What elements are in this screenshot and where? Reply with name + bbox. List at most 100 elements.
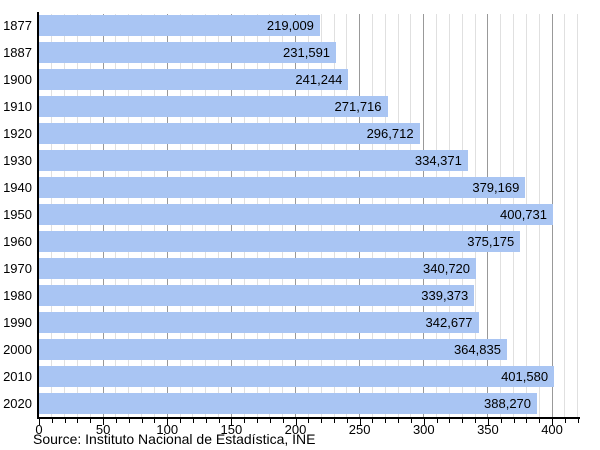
x-axis-minor-tick: [526, 419, 528, 423]
y-axis-label-1920: 1920: [3, 126, 32, 141]
x-axis-minor-tick: [308, 419, 310, 423]
bar-value-label: 296,712: [366, 126, 414, 141]
x-axis-major-tick: [552, 419, 554, 425]
x-axis-minor-tick: [346, 419, 348, 423]
x-axis-major-tick: [295, 419, 297, 425]
bar-1930: 334,371: [39, 150, 468, 171]
bar-value-label: 364,835: [453, 342, 501, 357]
y-axis-label-2020: 2020: [3, 396, 32, 411]
bar-1920: 296,712: [39, 123, 420, 144]
x-axis-minor-tick: [564, 419, 566, 423]
bar-1960: 375,175: [39, 231, 521, 252]
x-axis-minor-tick: [180, 419, 182, 423]
x-axis-minor-tick: [539, 419, 541, 423]
x-axis-major-tick: [231, 419, 233, 425]
x-axis-minor-tick: [513, 419, 515, 423]
bar-1910: 271,716: [39, 96, 388, 117]
y-axis-label-1940: 1940: [3, 180, 32, 195]
x-axis-minor-tick: [321, 419, 323, 423]
bar-value-label: 271,716: [334, 99, 382, 114]
x-axis-minor-tick: [218, 419, 220, 423]
x-axis-tick-label-50: 50: [95, 422, 111, 437]
x-axis-minor-tick: [269, 419, 271, 423]
x-axis-minor-tick: [500, 419, 502, 423]
bar-value-label: 241,244: [295, 72, 343, 87]
x-axis-major-tick: [167, 419, 169, 425]
x-axis-major-tick: [103, 419, 105, 425]
x-axis-tick-label-0: 0: [35, 422, 43, 437]
bar-value-label: 342,677: [425, 315, 473, 330]
x-axis-minor-tick: [154, 419, 156, 423]
x-axis-minor-tick: [334, 419, 335, 423]
x-axis-minor-tick: [128, 419, 130, 423]
x-axis-minor-tick: [90, 419, 92, 423]
x-axis-minor-tick: [205, 419, 207, 423]
y-axis-label-2010: 2010: [3, 369, 32, 384]
y-axis-label-1877: 1877: [3, 18, 32, 33]
x-axis-minor-tick: [141, 419, 143, 423]
source-caption: Source: Instituto Nacional de Estadístic…: [33, 431, 316, 447]
y-axis-label-1960: 1960: [3, 234, 32, 249]
x-axis-minor-tick: [282, 419, 284, 423]
bar-2000: 364,835: [39, 339, 507, 360]
x-axis-tick-label-150: 150: [220, 422, 243, 437]
bar-value-label: 379,169: [472, 180, 520, 195]
x-axis-minor-tick: [436, 419, 438, 423]
x-axis-tick-label-200: 200: [284, 422, 307, 437]
bar-1887: 231,591: [39, 42, 337, 63]
bar-value-label: 388,270: [484, 396, 532, 411]
y-axis-label-1950: 1950: [3, 207, 32, 222]
bar-value-label: 401,580: [501, 369, 549, 384]
y-axis-label-1990: 1990: [3, 315, 32, 330]
bar-value-label: 334,371: [414, 153, 462, 168]
bar-1980: 339,373: [39, 285, 475, 306]
x-axis-minor-tick: [257, 419, 259, 423]
bar-value-label: 400,731: [500, 207, 547, 222]
y-axis-label-1900: 1900: [3, 72, 32, 87]
x-axis-minor-tick: [192, 419, 194, 423]
x-axis-minor-tick: [410, 419, 412, 423]
bar-value-label: 231,591: [283, 45, 331, 60]
bar-1900: 241,244: [39, 69, 349, 90]
bar-1990: 342,677: [39, 312, 479, 333]
bar-value-label: 375,175: [467, 234, 515, 249]
x-axis-minor-tick: [385, 419, 387, 423]
x-axis-tick-label-100: 100: [156, 422, 179, 437]
x-axis-minor-tick: [77, 419, 79, 423]
y-axis-label-2000: 2000: [3, 342, 32, 357]
y-axis-label-1930: 1930: [3, 153, 32, 168]
x-axis-minor-tick: [244, 419, 246, 423]
y-axis-label-1970: 1970: [3, 261, 32, 276]
x-axis-tick-label-350: 350: [477, 422, 499, 437]
gridline-minor: [564, 14, 566, 417]
y-axis-label-1910: 1910: [3, 99, 32, 114]
x-axis-major-tick: [359, 419, 361, 425]
x-axis-minor-tick: [372, 419, 374, 423]
x-axis-major-tick: [39, 419, 40, 425]
bar-value-label: 340,720: [423, 261, 471, 276]
x-axis-minor-tick: [115, 419, 117, 423]
y-axis-label-1887: 1887: [3, 45, 32, 60]
x-axis-minor-tick: [51, 419, 53, 423]
x-axis-minor-tick: [475, 419, 477, 423]
x-axis-tick-label-400: 400: [541, 422, 563, 437]
x-axis-minor-tick: [462, 419, 464, 423]
y-axis-label-1980: 1980: [3, 288, 32, 303]
bar-1940: 379,169: [39, 177, 526, 198]
bar-1970: 340,720: [39, 258, 477, 279]
plot-area: 219,009 231,591 241,244 271,716 296,712 334,3…: [37, 12, 580, 419]
bar-value-label: 339,373: [421, 288, 469, 303]
x-axis-major-tick: [423, 419, 425, 425]
bar-1877: 219,009: [39, 15, 320, 36]
x-axis-minor-tick: [398, 419, 400, 423]
x-axis-minor-tick: [64, 419, 66, 423]
bar-2010: 401,580: [39, 366, 555, 387]
bar-1950: 400,731: [39, 204, 553, 225]
x-axis-minor-tick: [577, 419, 579, 423]
x-axis-tick-label-300: 300: [412, 422, 435, 437]
gridline-minor: [577, 14, 579, 417]
bar-2020: 388,270: [39, 393, 538, 414]
x-axis-tick-label-250: 250: [348, 422, 371, 437]
x-axis-major-tick: [487, 419, 489, 425]
